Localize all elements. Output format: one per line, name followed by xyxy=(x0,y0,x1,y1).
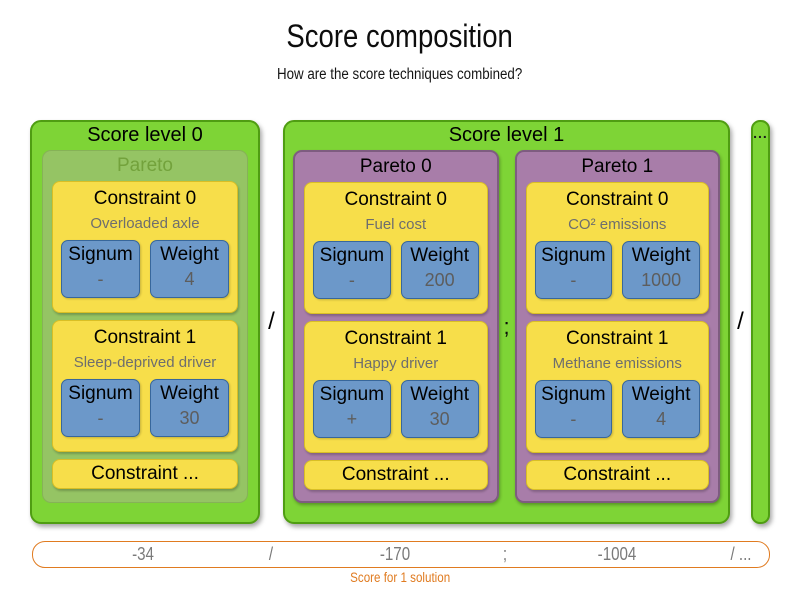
constraint-card: Constraint 1 Methane emissions Signum - … xyxy=(525,321,709,453)
pareto-box: Pareto Constraint 0 Overloaded axle Sign… xyxy=(42,150,248,503)
signum-box: Signum + xyxy=(313,380,391,438)
signum-label: Signum xyxy=(68,383,133,404)
signum-label: Signum xyxy=(68,244,133,265)
score-level-more-box: ... xyxy=(751,120,770,524)
header: Score composition How are the score tech… xyxy=(0,18,800,84)
constraint-name: Sleep-deprived driver xyxy=(73,354,217,371)
weight-label: Weight xyxy=(631,384,691,405)
weight-box: Weight 30 xyxy=(400,380,479,438)
signum-label: Signum xyxy=(541,384,606,405)
page-title: Score composition xyxy=(0,18,800,55)
signum-label: Signum xyxy=(541,245,606,266)
weight-box: Weight 1000 xyxy=(622,241,700,299)
level-separator: / xyxy=(268,308,275,335)
score-bar-caption-text: Score for 1 solution xyxy=(349,570,451,585)
signum-weight-row: Signum - Weight 1000 xyxy=(534,241,700,299)
score-value-pareto1: -1004 xyxy=(597,544,636,564)
signum-box: Signum - xyxy=(313,241,391,299)
score-value-pareto0: -170 xyxy=(379,544,411,564)
signum-value: - xyxy=(570,409,577,429)
signum-weight-row: Signum - Weight 4 xyxy=(534,380,700,438)
signum-value: + xyxy=(346,409,358,429)
signum-weight-row: Signum - Weight 4 xyxy=(61,240,229,298)
signum-label: Signum xyxy=(319,384,385,405)
constraint-name: Overloaded axle xyxy=(90,215,200,232)
score-value-level0: -34 xyxy=(132,544,155,564)
weight-label: Weight xyxy=(160,244,219,265)
pareto-title: Pareto 0 xyxy=(359,156,432,177)
signum-box: Signum - xyxy=(534,241,613,299)
signum-weight-row: Signum + Weight 30 xyxy=(313,380,479,438)
signum-box: Signum - xyxy=(61,240,140,298)
constraint-card: Constraint 0 Overloaded axle Signum - We… xyxy=(52,181,238,313)
weight-box: Weight 4 xyxy=(622,380,700,438)
signum-box: Signum - xyxy=(61,379,140,437)
signum-value: - xyxy=(570,270,577,290)
constraint-card: Constraint 1 Sleep-deprived driver Signu… xyxy=(52,320,238,452)
score-bar-caption: Score for 1 solution xyxy=(0,570,800,585)
constraint-title: Constraint 1 xyxy=(566,328,669,349)
constraint-name: Fuel cost xyxy=(365,216,427,233)
weight-value: 4 xyxy=(184,269,195,289)
page-subtitle-text: How are the score techniques combined? xyxy=(277,66,523,83)
score-level-1-title: Score level 1 xyxy=(448,124,565,146)
pareto-title: Pareto xyxy=(117,155,173,176)
constraint-title: Constraint 0 xyxy=(93,188,197,209)
weight-value: 4 xyxy=(656,409,667,429)
level-separator: / xyxy=(737,308,744,335)
constraint-more-card: Constraint ... xyxy=(304,460,488,490)
score-bar: -34 / -170 ; -1004 / ... xyxy=(32,541,770,568)
weight-label: Weight xyxy=(410,245,470,266)
score-separator: / xyxy=(268,544,273,564)
constraint-card: Constraint 0 CO² emissions Signum - Weig… xyxy=(525,182,709,314)
signum-value: - xyxy=(97,408,104,428)
constraint-title: Constraint 0 xyxy=(344,189,447,210)
constraint-card: Constraint 1 Happy driver Signum + Weigh… xyxy=(304,321,488,453)
weight-box: Weight 4 xyxy=(150,240,229,298)
constraint-more-card: Constraint ... xyxy=(52,459,238,489)
weight-value: 1000 xyxy=(641,270,682,290)
signum-box: Signum - xyxy=(534,380,613,438)
weight-box: Weight 200 xyxy=(400,241,479,299)
page-title-text: Score composition xyxy=(286,18,514,54)
constraint-card: Constraint 0 Fuel cost Signum - Weight 2… xyxy=(304,182,488,314)
score-level-0-title: Score level 0 xyxy=(87,124,203,146)
weight-label: Weight xyxy=(410,384,470,405)
weight-box: Weight 30 xyxy=(150,379,229,437)
score-level-1-box: Score level 1 Pareto 0 Constraint 0 Fuel… xyxy=(283,120,730,524)
constraint-title: Constraint 1 xyxy=(93,327,197,348)
constraint-name: Happy driver xyxy=(353,355,439,372)
score-separator-more: / ... xyxy=(730,544,752,564)
page-subtitle: How are the score techniques combined? xyxy=(0,66,800,84)
score-level-0-box: Score level 0 Pareto Constraint 0 Overlo… xyxy=(30,120,260,524)
signum-weight-row: Signum - Weight 200 xyxy=(313,241,479,299)
weight-value: 30 xyxy=(429,409,450,429)
pareto-title: Pareto 1 xyxy=(581,156,654,177)
pareto-0-box: Pareto 0 Constraint 0 Fuel cost Signum -… xyxy=(293,150,499,503)
signum-value: - xyxy=(97,269,104,289)
score-separator: ; xyxy=(502,544,507,564)
score-diagram: Score level 0 Pareto Constraint 0 Overlo… xyxy=(30,120,770,524)
constraint-name: Methane emissions xyxy=(552,355,682,372)
signum-weight-row: Signum - Weight 30 xyxy=(61,379,229,437)
signum-value: - xyxy=(348,270,355,290)
weight-label: Weight xyxy=(160,383,219,404)
signum-label: Signum xyxy=(319,245,385,266)
pareto-row: Pareto 0 Constraint 0 Fuel cost Signum -… xyxy=(293,150,720,503)
weight-value: 30 xyxy=(179,408,200,428)
constraint-title: Constraint 1 xyxy=(344,328,447,349)
pareto-separator: ; xyxy=(503,313,510,339)
constraint-more-card: Constraint ... xyxy=(525,460,709,490)
constraint-name: CO² emissions xyxy=(568,216,667,233)
constraint-title: Constraint 0 xyxy=(566,189,669,210)
pareto-1-box: Pareto 1 Constraint 0 CO² emissions Sign… xyxy=(514,150,720,503)
weight-label: Weight xyxy=(631,245,691,266)
weight-value: 200 xyxy=(424,270,455,290)
